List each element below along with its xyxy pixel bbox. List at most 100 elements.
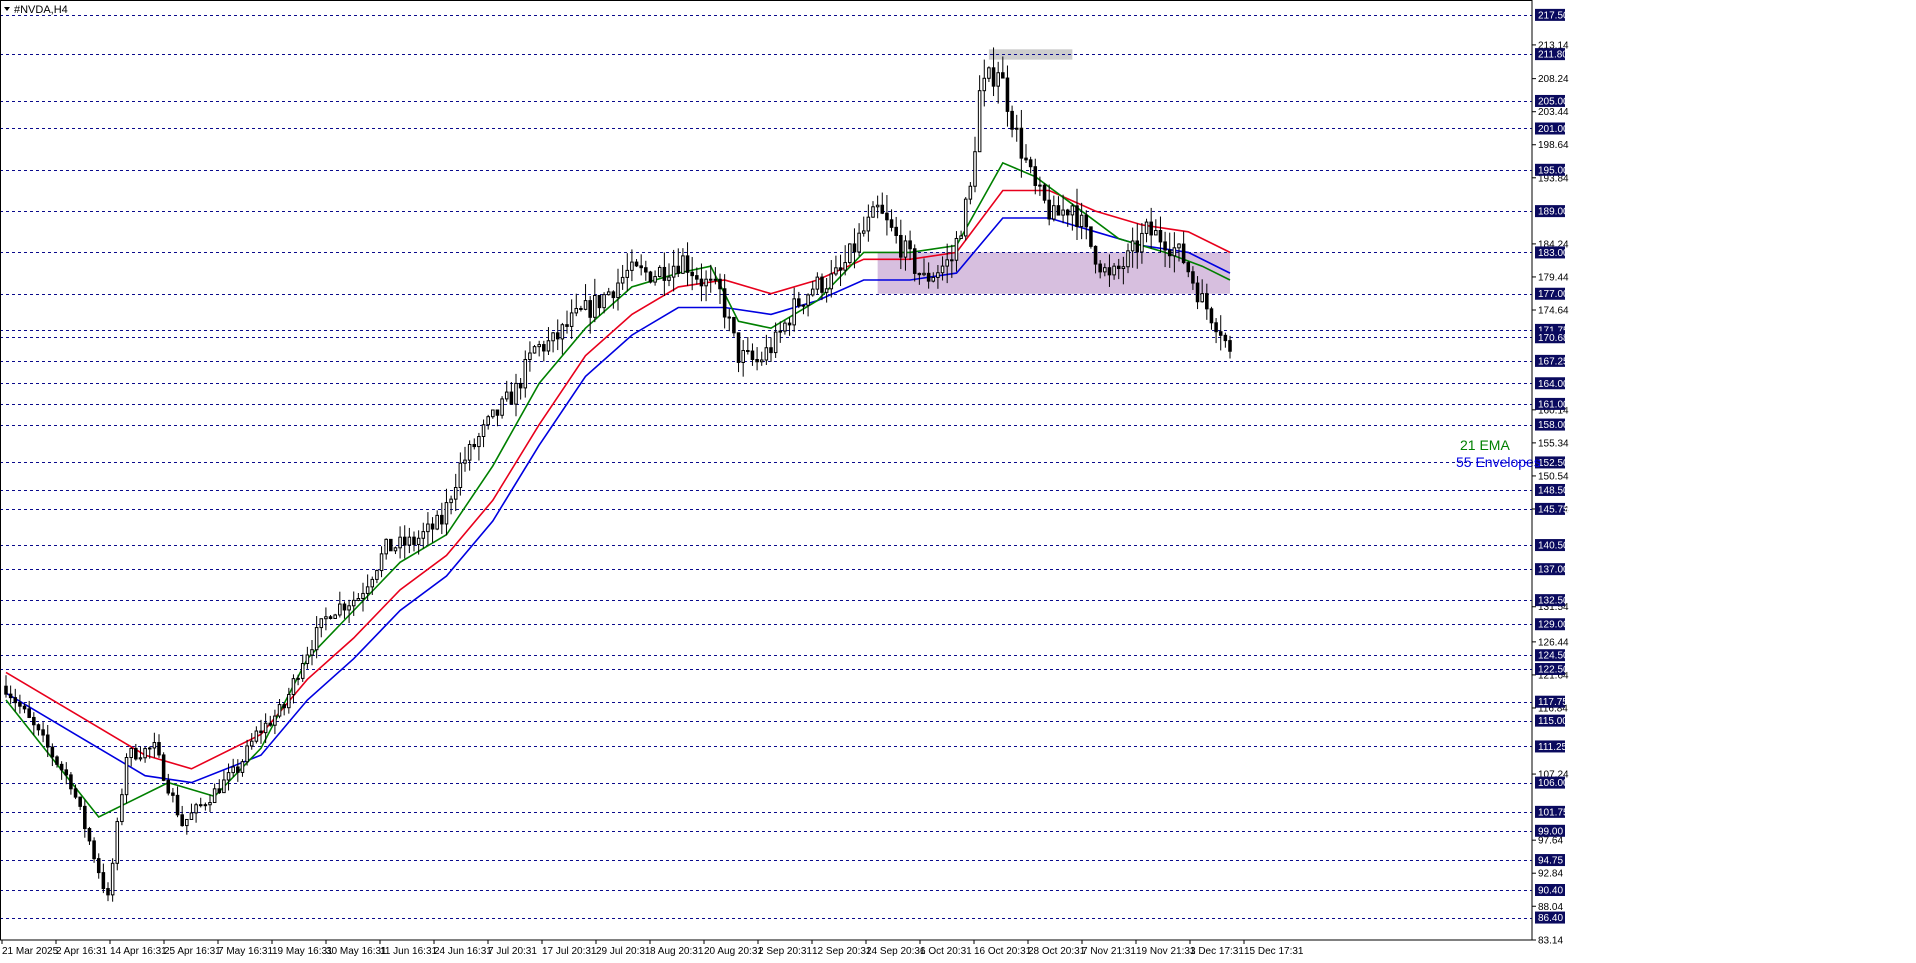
candle (518, 378, 523, 400)
level-price-label: 201.00 (1538, 124, 1569, 135)
candle (815, 272, 820, 295)
candle-body (430, 523, 435, 530)
candle (194, 802, 198, 823)
time-tick-label: 6 Oct 20:31 (920, 946, 972, 957)
candle (1075, 188, 1079, 240)
candle-body (314, 627, 319, 651)
price-tick-label: 131.54 (1538, 602, 1569, 613)
candle-body (1098, 263, 1102, 273)
candle-body (259, 730, 263, 734)
dropdown-triangle-icon[interactable] (4, 7, 10, 11)
candle-body (917, 272, 922, 276)
candle-body (514, 382, 518, 405)
level-price-label: 137.00 (1538, 565, 1569, 576)
candle (931, 272, 936, 283)
candle-body (161, 754, 166, 781)
candle-body (630, 261, 634, 271)
candle-body (755, 358, 759, 363)
candle-body (1038, 184, 1042, 187)
candle-body (1126, 250, 1130, 268)
candle-body (667, 276, 671, 281)
candle (546, 327, 551, 355)
candle (152, 732, 157, 758)
candle-body (143, 748, 147, 759)
candle-body (124, 757, 129, 796)
legend-envelopes-label: 55 Envelopes (1456, 454, 1541, 470)
candle-body (375, 570, 379, 580)
candle (440, 502, 444, 535)
candle (263, 713, 268, 744)
candle (1195, 276, 1200, 310)
candle-body (963, 198, 968, 237)
level-price-label: 86.40 (1538, 913, 1563, 924)
candle (1135, 223, 1140, 269)
price-tick-label: 150.54 (1538, 471, 1569, 482)
level-price-box (1535, 662, 1565, 675)
candle (741, 340, 745, 377)
candle (185, 818, 189, 835)
candle-body (240, 761, 245, 773)
candle (59, 761, 64, 780)
candle-body (838, 267, 843, 271)
level-price-box (1535, 854, 1565, 867)
candle-body (699, 278, 704, 287)
level-price-label: 101.75 (1538, 807, 1569, 818)
candle-body (277, 704, 282, 717)
time-tick-label: 20 Aug 20:31 (704, 946, 763, 957)
candle-body (950, 259, 954, 262)
candle (189, 803, 194, 820)
candle-body (342, 603, 347, 611)
candle (922, 258, 926, 277)
candle-body (351, 599, 356, 607)
candle-body (759, 359, 764, 363)
candle (569, 299, 574, 339)
candle-body (217, 788, 222, 794)
candle (1200, 279, 1204, 303)
candle (977, 75, 982, 153)
candle-body (171, 792, 175, 796)
candle (500, 396, 504, 419)
level-price-box (1535, 695, 1565, 708)
candle (504, 380, 509, 402)
candle-body (792, 298, 796, 326)
candle-body (574, 307, 579, 314)
candle-body (708, 278, 713, 281)
candle (903, 235, 908, 271)
candle-body (249, 740, 254, 747)
candle (143, 746, 147, 763)
candle-body (546, 340, 551, 352)
candle-body (657, 266, 662, 278)
candle-body (773, 331, 778, 354)
candle (361, 582, 365, 612)
candle (254, 726, 259, 744)
legend-ema-label: 21 EMA (1460, 437, 1510, 453)
candle-body (347, 605, 351, 611)
candle (32, 712, 36, 736)
time-tick-label: 21 Mar 2025 (2, 946, 59, 957)
time-tick-label: 8 Aug 20:31 (650, 946, 704, 957)
candle-body (690, 271, 694, 277)
candle-body (908, 240, 912, 250)
candle-body (1112, 265, 1116, 276)
candle-body (1052, 205, 1056, 220)
price-tick-label: 193.84 (1538, 173, 1569, 184)
candle (1093, 245, 1098, 274)
candle-body (393, 547, 398, 552)
candle-body (1028, 159, 1033, 168)
candle (885, 195, 889, 236)
candle-body (912, 248, 917, 274)
candle-body (936, 272, 940, 278)
candle-body (810, 288, 815, 296)
candle (1121, 256, 1126, 285)
candle-body (579, 307, 583, 310)
candle-body (648, 271, 653, 283)
candle (695, 267, 699, 285)
candle (458, 452, 463, 496)
candle-body (324, 616, 328, 620)
candle-body (389, 538, 393, 552)
candle (1107, 254, 1112, 287)
candle-body (69, 774, 73, 790)
candle (314, 616, 319, 659)
